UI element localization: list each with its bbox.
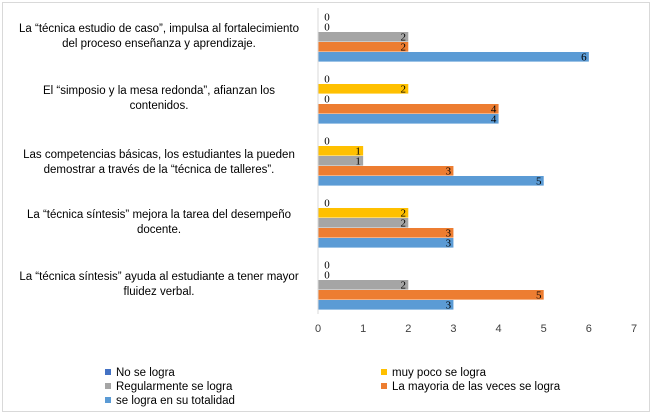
bar: [318, 208, 409, 218]
category-label-4: La “técnica síntesis” mejora la tarea de…: [26, 209, 291, 236]
bar: [318, 228, 454, 238]
bar: [318, 280, 409, 290]
data-label: 5: [536, 176, 542, 188]
category-label-3: Las competencias básicas, los estudiante…: [23, 149, 295, 176]
bars-group: [318, 32, 589, 310]
category-label-5: La “técnica síntesis” ayuda al estudiant…: [19, 271, 299, 298]
legend-swatch-icon: [105, 369, 111, 375]
data-label: 3: [446, 228, 452, 240]
data-label: 3: [446, 300, 452, 312]
data-label: 2: [401, 32, 407, 44]
data-label: 0: [324, 94, 330, 106]
bar: [318, 238, 454, 248]
legend-swatch-icon: [105, 397, 111, 403]
data-label: 2: [401, 280, 407, 292]
legend-item-totalidad: se logra en su totalidad: [105, 395, 235, 407]
bar: [318, 42, 409, 52]
chart-frame: [2, 2, 650, 412]
x-tick-label: 3: [450, 323, 456, 335]
data-label: 0: [324, 74, 330, 86]
data-label: 3: [446, 238, 452, 250]
legend-item-muy-poco: muy poco se logra: [381, 367, 486, 379]
legend-label: No se logra: [116, 367, 175, 379]
bar: [318, 32, 409, 42]
data-label: 2: [401, 208, 407, 220]
data-label: 6: [581, 52, 587, 64]
bar: [318, 156, 364, 166]
bar: [318, 84, 409, 94]
bar: [318, 218, 409, 228]
bar: [318, 104, 499, 114]
x-axis: 0 1 2 3 4 5 6 7: [315, 8, 637, 335]
category-label-1: La “técnica estudio de caso”, impulsa al…: [19, 23, 299, 50]
data-label: 2: [401, 42, 407, 54]
legend-item-regularmente: Regularmente se logra: [105, 381, 232, 393]
category-label-2: El “simposio y la mesa redonda”, afianza…: [42, 85, 276, 112]
bar: [318, 290, 544, 300]
legend-item-no-se-logra: No se logra: [105, 367, 175, 379]
x-tick-label: 7: [631, 323, 637, 335]
data-label: 0: [324, 136, 330, 148]
data-label: 0: [324, 270, 330, 282]
data-label: 1: [355, 146, 361, 158]
legend-label: Regularmente se logra: [116, 381, 233, 393]
x-tick-label: 5: [541, 323, 547, 335]
data-label: 0: [324, 22, 330, 34]
x-tick-label: 6: [586, 323, 592, 335]
legend-label: muy poco se logra: [392, 367, 486, 379]
data-label: 4: [491, 114, 497, 126]
data-label: 0: [324, 12, 330, 24]
bar: [318, 114, 499, 124]
data-label: 0: [324, 260, 330, 272]
bar: [318, 300, 454, 310]
data-label: 2: [401, 218, 407, 230]
bar: [318, 176, 544, 186]
legend-swatch-icon: [381, 369, 387, 375]
legend-swatch-icon: [381, 383, 387, 389]
x-tick-label: 2: [405, 323, 411, 335]
data-label: 5: [536, 290, 542, 302]
data-label: 0: [324, 198, 330, 210]
bar: [318, 52, 589, 62]
legend-swatch-icon: [105, 383, 111, 389]
legend-item-mayoria: La mayoria de las veces se logra: [381, 381, 560, 393]
legend-label: La mayoria de las veces se logra: [392, 381, 561, 393]
bar: [318, 166, 454, 176]
data-label: 3: [446, 166, 452, 178]
x-tick-label: 4: [496, 323, 502, 335]
x-tick-label: 1: [360, 323, 366, 335]
x-tick-label: 0: [315, 323, 321, 335]
bar: [318, 146, 364, 156]
data-label: 4: [491, 104, 497, 116]
data-label: 2: [401, 84, 407, 96]
data-label: 1: [355, 156, 361, 168]
legend-label: se logra en su totalidad: [116, 395, 235, 407]
